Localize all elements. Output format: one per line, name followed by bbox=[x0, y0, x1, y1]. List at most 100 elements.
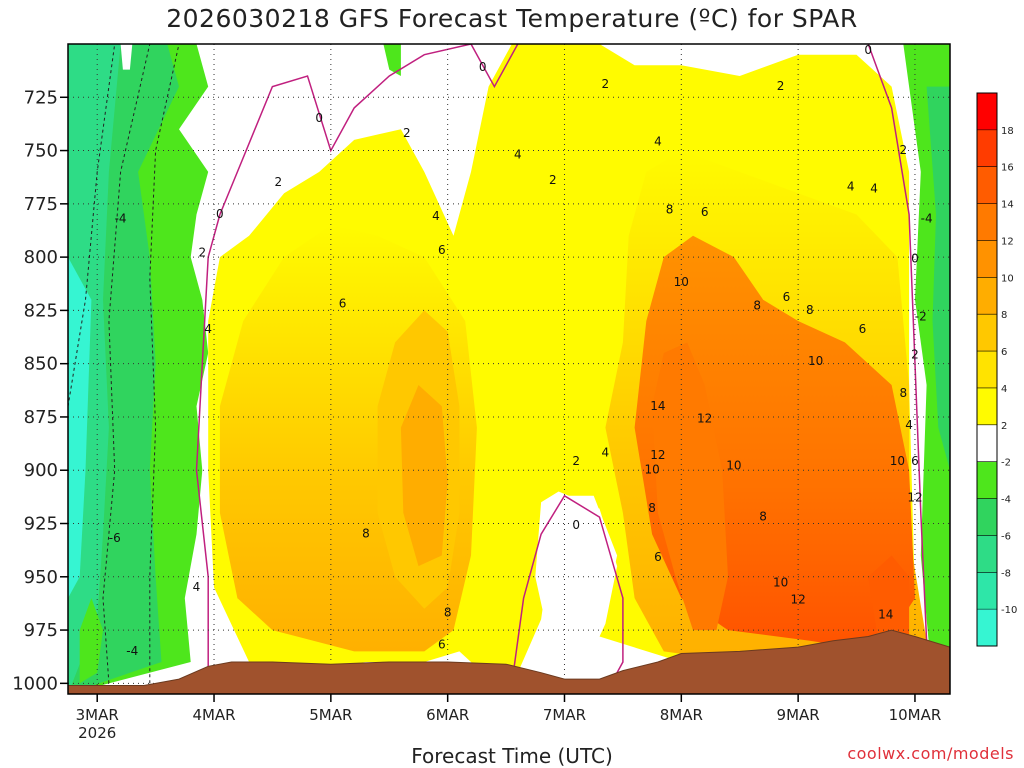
warm-pocket-top-left bbox=[120, 44, 133, 70]
colorbar-band bbox=[977, 572, 997, 610]
y-axis: 725 750 775 800 825 850 875 900 925 950 975 1000 bbox=[12, 87, 68, 694]
colorbar-label: 12 bbox=[1001, 236, 1014, 247]
colorbar-band bbox=[977, 424, 997, 463]
colorbar-label: 10 bbox=[1001, 273, 1014, 284]
contour-label: 8 bbox=[753, 299, 761, 313]
colorbar-band bbox=[977, 166, 997, 205]
chart-title: 2026030218 GFS Forecast Temperature (ºC)… bbox=[166, 4, 858, 33]
colorbar-band bbox=[977, 351, 997, 389]
contour-label: 6 bbox=[438, 637, 446, 651]
contour-label: 10 bbox=[808, 354, 823, 368]
y-tick-label: 900 bbox=[24, 460, 58, 481]
colorbar-label: -2 bbox=[1001, 458, 1011, 469]
x-tick-label: 3MAR bbox=[76, 706, 119, 724]
contour-label: 12 bbox=[790, 593, 805, 607]
x-tick-label: 5MAR bbox=[309, 706, 352, 724]
y-tick-label: 1000 bbox=[12, 673, 58, 694]
colorbar-label: -8 bbox=[1001, 568, 1011, 579]
x-tick-label: 6MAR bbox=[426, 706, 469, 724]
colorbar-band bbox=[977, 535, 997, 573]
y-tick-label: 925 bbox=[24, 514, 58, 535]
contour-label: 8 bbox=[362, 527, 370, 541]
contour-label: 2 bbox=[274, 175, 282, 189]
cold-zone-minus10 bbox=[68, 257, 92, 599]
y-tick-label: 950 bbox=[24, 567, 58, 588]
contour-label: 2 bbox=[199, 245, 207, 259]
colorbar-band bbox=[977, 609, 997, 647]
colorbar-band bbox=[977, 314, 997, 352]
colorbar-label: 4 bbox=[1001, 384, 1007, 395]
contour-label: 4 bbox=[654, 135, 662, 149]
colorbar-label: 18 bbox=[1001, 126, 1014, 137]
contour-label: 2 bbox=[549, 173, 557, 187]
x-tick-label: 10MAR bbox=[889, 706, 942, 724]
contour-label: 0 bbox=[315, 111, 323, 125]
cold-contour-1 bbox=[68, 44, 116, 407]
zero-line-centre bbox=[511, 494, 624, 684]
contour-label: 6 bbox=[911, 454, 919, 468]
contour-label: 4 bbox=[432, 209, 440, 223]
cold-contour-3 bbox=[149, 44, 180, 684]
contour-label: 2 bbox=[899, 143, 907, 157]
colorbar-label: 14 bbox=[1001, 200, 1014, 211]
contour-label: 10 bbox=[773, 576, 788, 590]
x-tick-label: 4MAR bbox=[192, 706, 235, 724]
contour-label: -4 bbox=[115, 211, 127, 225]
contour-label: 8 bbox=[444, 606, 452, 620]
y-tick-label: 750 bbox=[24, 141, 58, 162]
y-tick-label: 800 bbox=[24, 247, 58, 268]
contour-label: 8 bbox=[666, 203, 674, 217]
warm-core-6MAR-inner bbox=[400, 385, 448, 567]
cold-pocket-top bbox=[383, 44, 401, 76]
colorbar-label: 6 bbox=[1001, 347, 1007, 358]
contour-label: 4 bbox=[847, 179, 855, 193]
colorbar: -10 -8 -6 -4 -2 2 4 6 8 10 12 14 16 18 bbox=[976, 92, 1017, 647]
contour-label: 4 bbox=[870, 181, 878, 195]
hot-core-14 bbox=[652, 342, 728, 631]
contour-label: 4 bbox=[204, 322, 212, 336]
contour-label: -4 bbox=[921, 211, 933, 225]
colorbar-band bbox=[977, 203, 997, 241]
colorbar-label: -4 bbox=[1001, 495, 1011, 506]
contour-label: 8 bbox=[806, 303, 814, 317]
contour-label: 2 bbox=[911, 348, 919, 362]
contour-label: 8 bbox=[648, 501, 656, 515]
contour-label: 6 bbox=[783, 290, 791, 304]
contour-label: 14 bbox=[650, 399, 665, 413]
contour-label: 10 bbox=[726, 458, 741, 472]
x-tick-label: 8MAR bbox=[660, 706, 703, 724]
contour-label: 4 bbox=[193, 580, 201, 594]
colorbar-frame bbox=[976, 92, 998, 647]
colorbar-label: -6 bbox=[1001, 531, 1011, 542]
contour-label: -2 bbox=[915, 309, 927, 323]
contour-label: 10 bbox=[674, 275, 689, 289]
cool-pocket-0 bbox=[535, 491, 618, 662]
colorbar-band bbox=[977, 129, 997, 168]
plot-area: 0 2 4 -4 -6 -4 0 2 4 6 8 2 4 6 8 6 0 2 4 2 4 0 2 4 6 8 10 8 6 8 14 12 12… bbox=[68, 44, 950, 694]
contour-label: 6 bbox=[438, 243, 446, 257]
terrain-surface bbox=[68, 629, 950, 694]
contour-label: 12 bbox=[907, 490, 922, 504]
contour-label: 6 bbox=[654, 550, 662, 564]
contour-label: 0 bbox=[911, 252, 919, 266]
y-tick-label: 975 bbox=[24, 620, 58, 641]
contour-label: 0 bbox=[572, 518, 580, 532]
y-tick-label: 875 bbox=[24, 407, 58, 428]
colorbar-band bbox=[977, 498, 997, 536]
colorbar-label: 2 bbox=[1001, 421, 1007, 432]
credit-text: coolwx.com/models bbox=[847, 744, 1014, 763]
colorbar-band bbox=[977, 461, 997, 500]
grid-lines bbox=[68, 44, 950, 694]
contour-label: 10 bbox=[644, 463, 659, 477]
contour-label: 12 bbox=[650, 448, 665, 462]
contour-label: 6 bbox=[859, 322, 867, 336]
contour-label: 2 bbox=[572, 454, 580, 468]
contour-label: 4 bbox=[905, 418, 913, 432]
colorbar-label: 16 bbox=[1001, 163, 1014, 174]
contour-label: 6 bbox=[701, 205, 709, 219]
contour-label: 12 bbox=[697, 412, 712, 426]
colorbar-band bbox=[977, 93, 997, 131]
cold-zone-right-inner bbox=[926, 86, 950, 471]
contour-labels: 0 2 4 -4 -6 -4 0 2 4 6 8 2 4 6 8 6 0 2 4 2 4 0 2 4 6 8 10 8 6 8 14 12 12… bbox=[109, 44, 933, 658]
